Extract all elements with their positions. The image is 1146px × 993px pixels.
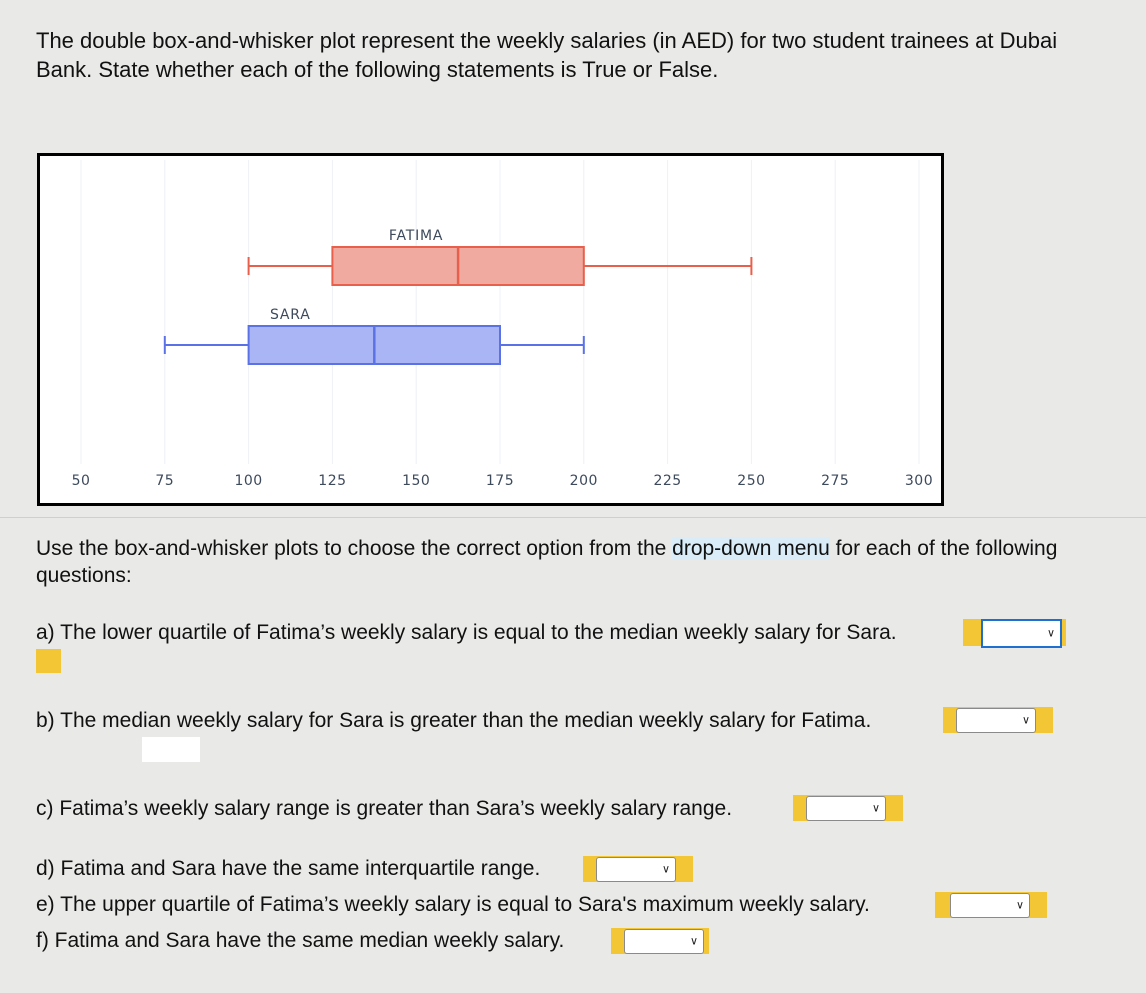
drop-down-menu-highlight: drop-down menu [672,537,830,560]
box-plot-svg: 50 75 100 125 150 175 200 225 250 275 300 FATIMA SAR… [40,156,941,503]
blank-marker-b [142,737,200,762]
instructions: Use the box-and-whisker plots to choose … [36,535,1096,589]
chevron-down-icon: ∨ [689,935,698,947]
instructions-pre: Use the box-and-whisker plots to choose … [36,537,673,560]
chevron-down-icon: ∨ [871,802,880,814]
question-e: e) The upper quartile of Fatima’s weekly… [36,893,870,916]
instructions-post: for each of the following questions: [36,537,1058,587]
x-tick-label-200: 200 [570,473,598,489]
x-tick-label-125: 125 [318,473,346,489]
x-tick-label-100: 100 [234,473,262,489]
answer-marker-a [36,649,61,673]
question-b: b) The median weekly salary for Sara is … [36,709,872,732]
question-intro: The double box-and-whisker plot represen… [36,28,1058,82]
sara-label: SARA [270,307,311,323]
box-plot-chart: 50 75 100 125 150 175 200 225 250 275 300 FATIMA SAR… [37,153,944,506]
dropdown-f[interactable]: ∨ [624,929,704,954]
x-tick-label-275: 275 [821,473,849,489]
x-tick-label-150: 150 [402,473,430,489]
chevron-down-icon: ∨ [661,863,670,875]
chevron-down-icon: ∨ [1015,899,1024,911]
fatima-label: FATIMA [389,228,443,244]
chevron-down-icon: ∨ [1021,714,1030,726]
dropdown-a[interactable]: ∨ [981,619,1062,648]
dropdown-b[interactable]: ∨ [956,708,1036,733]
x-axis-band [40,464,941,503]
x-tick-label-50: 50 [72,473,91,489]
divider [0,517,1146,518]
dropdown-c[interactable]: ∨ [806,796,886,821]
x-tick-label-175: 175 [486,473,514,489]
dropdown-d[interactable]: ∨ [596,857,676,882]
x-tick-label-225: 225 [653,473,681,489]
question-d: d) Fatima and Sara have the same interqu… [36,857,541,880]
x-tick-label-75: 75 [155,473,174,489]
question-f: f) Fatima and Sara have the same median … [36,929,565,952]
dropdown-e[interactable]: ∨ [950,893,1030,918]
chevron-down-icon: ∨ [1046,627,1055,639]
question-a: a) The lower quartile of Fatima’s weekly… [36,621,897,644]
x-tick-label-250: 250 [737,473,765,489]
question-c: c) Fatima’s weekly salary range is great… [36,797,733,820]
x-tick-label-300: 300 [905,473,933,489]
